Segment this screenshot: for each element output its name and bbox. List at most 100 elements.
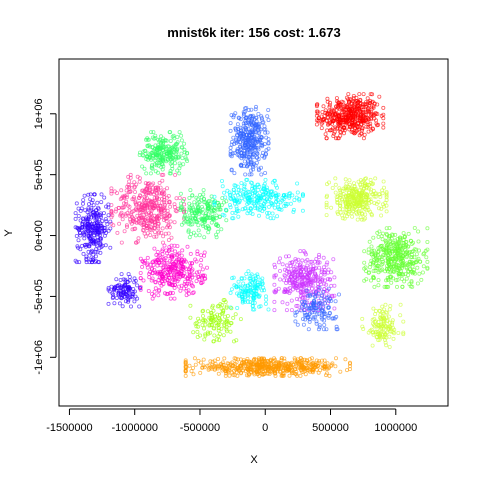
data-point [237,198,242,203]
data-point [179,205,184,210]
x-tick-label: 1000000 [374,422,417,434]
data-point [147,275,152,280]
data-point [425,266,430,271]
data-point [140,153,145,158]
data-point [94,230,99,235]
data-point [124,223,129,228]
data-point [236,279,241,284]
data-point [88,197,93,202]
data-point [329,362,334,367]
data-point [188,222,193,227]
data-point [278,277,283,282]
y-tick-label: 1e+06 [33,98,45,129]
data-point [331,316,336,321]
data-point [400,265,405,270]
data-point [275,214,280,219]
data-point [140,222,145,227]
data-point [184,210,189,215]
data-point [117,221,122,226]
data-point [154,201,159,206]
data-point [184,293,189,298]
data-point [235,122,240,127]
data-point [146,221,151,226]
data-point [183,367,188,372]
data-point [182,215,187,220]
data-point [399,245,404,250]
data-point [379,113,384,118]
data-point [300,295,305,300]
data-point [424,255,429,260]
data-point [175,279,180,284]
data-point [250,113,255,118]
data-point [159,230,164,235]
data-point [370,182,375,187]
data-point [294,296,299,301]
data-point [397,235,402,240]
data-point [320,277,325,282]
data-point [172,283,177,288]
data-point [252,190,257,195]
data-point [176,257,181,262]
data-point [323,132,328,137]
data-point [200,365,205,370]
data-point [256,157,261,162]
data-point [272,205,277,210]
data-point [385,310,390,315]
data-point [177,161,182,166]
data-point [326,180,331,185]
data-point [322,272,327,277]
data-point [261,206,266,211]
data-point [274,185,279,190]
data-point [366,129,371,134]
data-point [148,171,153,176]
data-point [332,283,337,288]
data-point [196,358,201,363]
data-point [364,182,369,187]
data-point [333,176,338,181]
data-point [318,306,323,311]
data-point [295,181,300,186]
data-point [230,216,235,221]
data-point [144,223,149,228]
data-point [329,283,334,288]
y-tick-label: 0e+00 [33,220,45,251]
data-point [414,252,419,257]
data-point [380,237,385,242]
data-point [340,110,345,115]
data-point [179,283,184,288]
data-point [373,330,378,335]
data-point [308,267,313,272]
data-point [354,128,359,133]
data-point [259,172,264,177]
data-point [234,284,239,289]
data-point [364,124,369,129]
data-point [209,310,214,315]
data-point [209,312,214,317]
data-point [388,241,393,246]
data-point [204,211,209,216]
data-point [254,150,259,155]
data-point [386,284,391,289]
data-point [229,306,234,311]
data-point [376,199,381,204]
data-point [410,284,415,289]
data-point [144,196,149,201]
data-point [145,157,150,162]
data-point [357,92,362,97]
data-point [227,202,232,207]
data-point [82,229,87,234]
data-point [109,221,114,226]
data-point [415,265,420,270]
data-point [76,213,81,218]
data-point [250,127,255,132]
data-point [401,330,406,335]
data-point [318,273,323,278]
data-point [300,281,305,286]
data-point [124,188,129,193]
data-point [248,120,253,125]
data-point [172,202,177,207]
data-point [266,204,271,209]
data-point [215,304,220,309]
data-point [247,367,252,372]
data-point [95,200,100,205]
